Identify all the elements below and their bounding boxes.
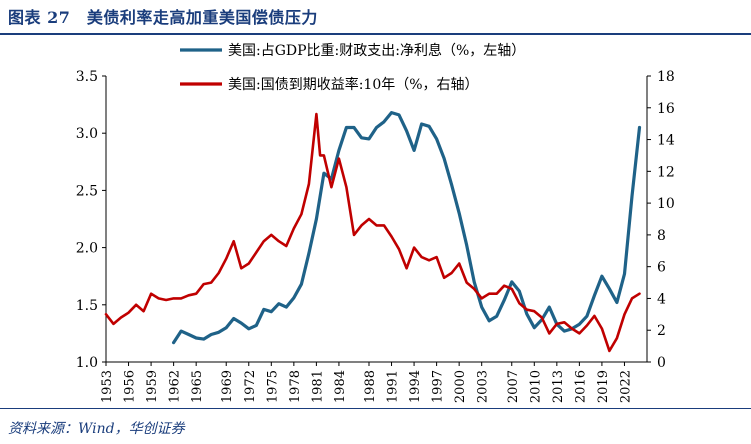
title-rule [0, 33, 751, 35]
right-tick-label: 18 [657, 69, 675, 85]
x-tick-label: 1988 [363, 370, 378, 403]
x-tick-label: 1956 [123, 370, 138, 403]
x-tick-label: 1981 [310, 370, 325, 403]
x-tick-label: 1997 [431, 370, 446, 403]
x-tick-label: 1994 [408, 370, 423, 403]
chart: 1.0 1.5 2.0 2.5 3.0 3.5 0 2 4 6 8 10 12 14 16 18 1953 195… [76, 42, 675, 403]
x-tick-label: 2003 [476, 370, 491, 403]
left-tick-label: 3.5 [76, 69, 98, 85]
legend-label: 美国:国债到期收益率:10年（%，右轴） [228, 76, 479, 93]
axes: 1.0 1.5 2.0 2.5 3.0 3.5 0 2 4 6 8 10 12 14 16 18 1953 195… [76, 69, 675, 403]
right-tick-label: 16 [657, 101, 675, 117]
x-tick-label: 1984 [333, 370, 348, 403]
x-tick-label: 2013 [551, 370, 566, 403]
x-tick-label: 2016 [573, 370, 588, 403]
left-tick-label: 1.5 [76, 298, 98, 314]
x-tick-label: 2019 [596, 370, 611, 403]
x-tick-label: 1978 [288, 370, 303, 403]
x-tick-label: 1991 [386, 370, 401, 403]
legend: 美国:占GDP比重:财政支出:净利息（%，左轴） 美国:国债到期收益率:10年（%… [180, 42, 525, 93]
right-tick-label: 8 [657, 228, 666, 244]
left-tick-label: 3.0 [76, 126, 98, 142]
x-tick-label: 1975 [265, 370, 280, 403]
x-tick-label: 1962 [168, 370, 183, 403]
right-tick-label: 14 [657, 133, 675, 149]
right-tick-label: 2 [657, 323, 666, 339]
right-tick-label: 12 [657, 164, 675, 180]
left-tick-label: 2.5 [76, 183, 98, 199]
series-line-net-interest [172, 111, 642, 345]
right-tick-label: 6 [657, 260, 666, 276]
x-tick-label: 2000 [453, 370, 468, 403]
right-tick-label: 10 [657, 196, 675, 212]
x-tick-label: 1969 [220, 370, 235, 403]
x-tick-label: 2010 [528, 370, 543, 403]
x-tick-label: 1953 [100, 370, 115, 403]
series-line-10y-yield [104, 112, 641, 353]
left-tick-label: 1.0 [76, 355, 98, 371]
x-tick-label: 1965 [190, 370, 205, 403]
x-tick-label: 2007 [506, 370, 521, 403]
x-tick-label: 1972 [243, 370, 258, 403]
legend-label: 美国:占GDP比重:财政支出:净利息（%，左轴） [228, 42, 525, 59]
figure-title: 图表 27 美债利率走高加重美国偿债压力 [8, 8, 318, 27]
source-rule [0, 408, 751, 409]
source-note: 资料来源：Wind，华创证券 [8, 421, 185, 437]
right-tick-label: 4 [657, 291, 666, 307]
left-tick-label: 2.0 [76, 241, 98, 257]
right-tick-label: 0 [657, 355, 666, 371]
series-layer [104, 111, 642, 353]
x-tick-label: 1959 [145, 370, 160, 403]
x-tick-label: 2022 [618, 370, 633, 403]
